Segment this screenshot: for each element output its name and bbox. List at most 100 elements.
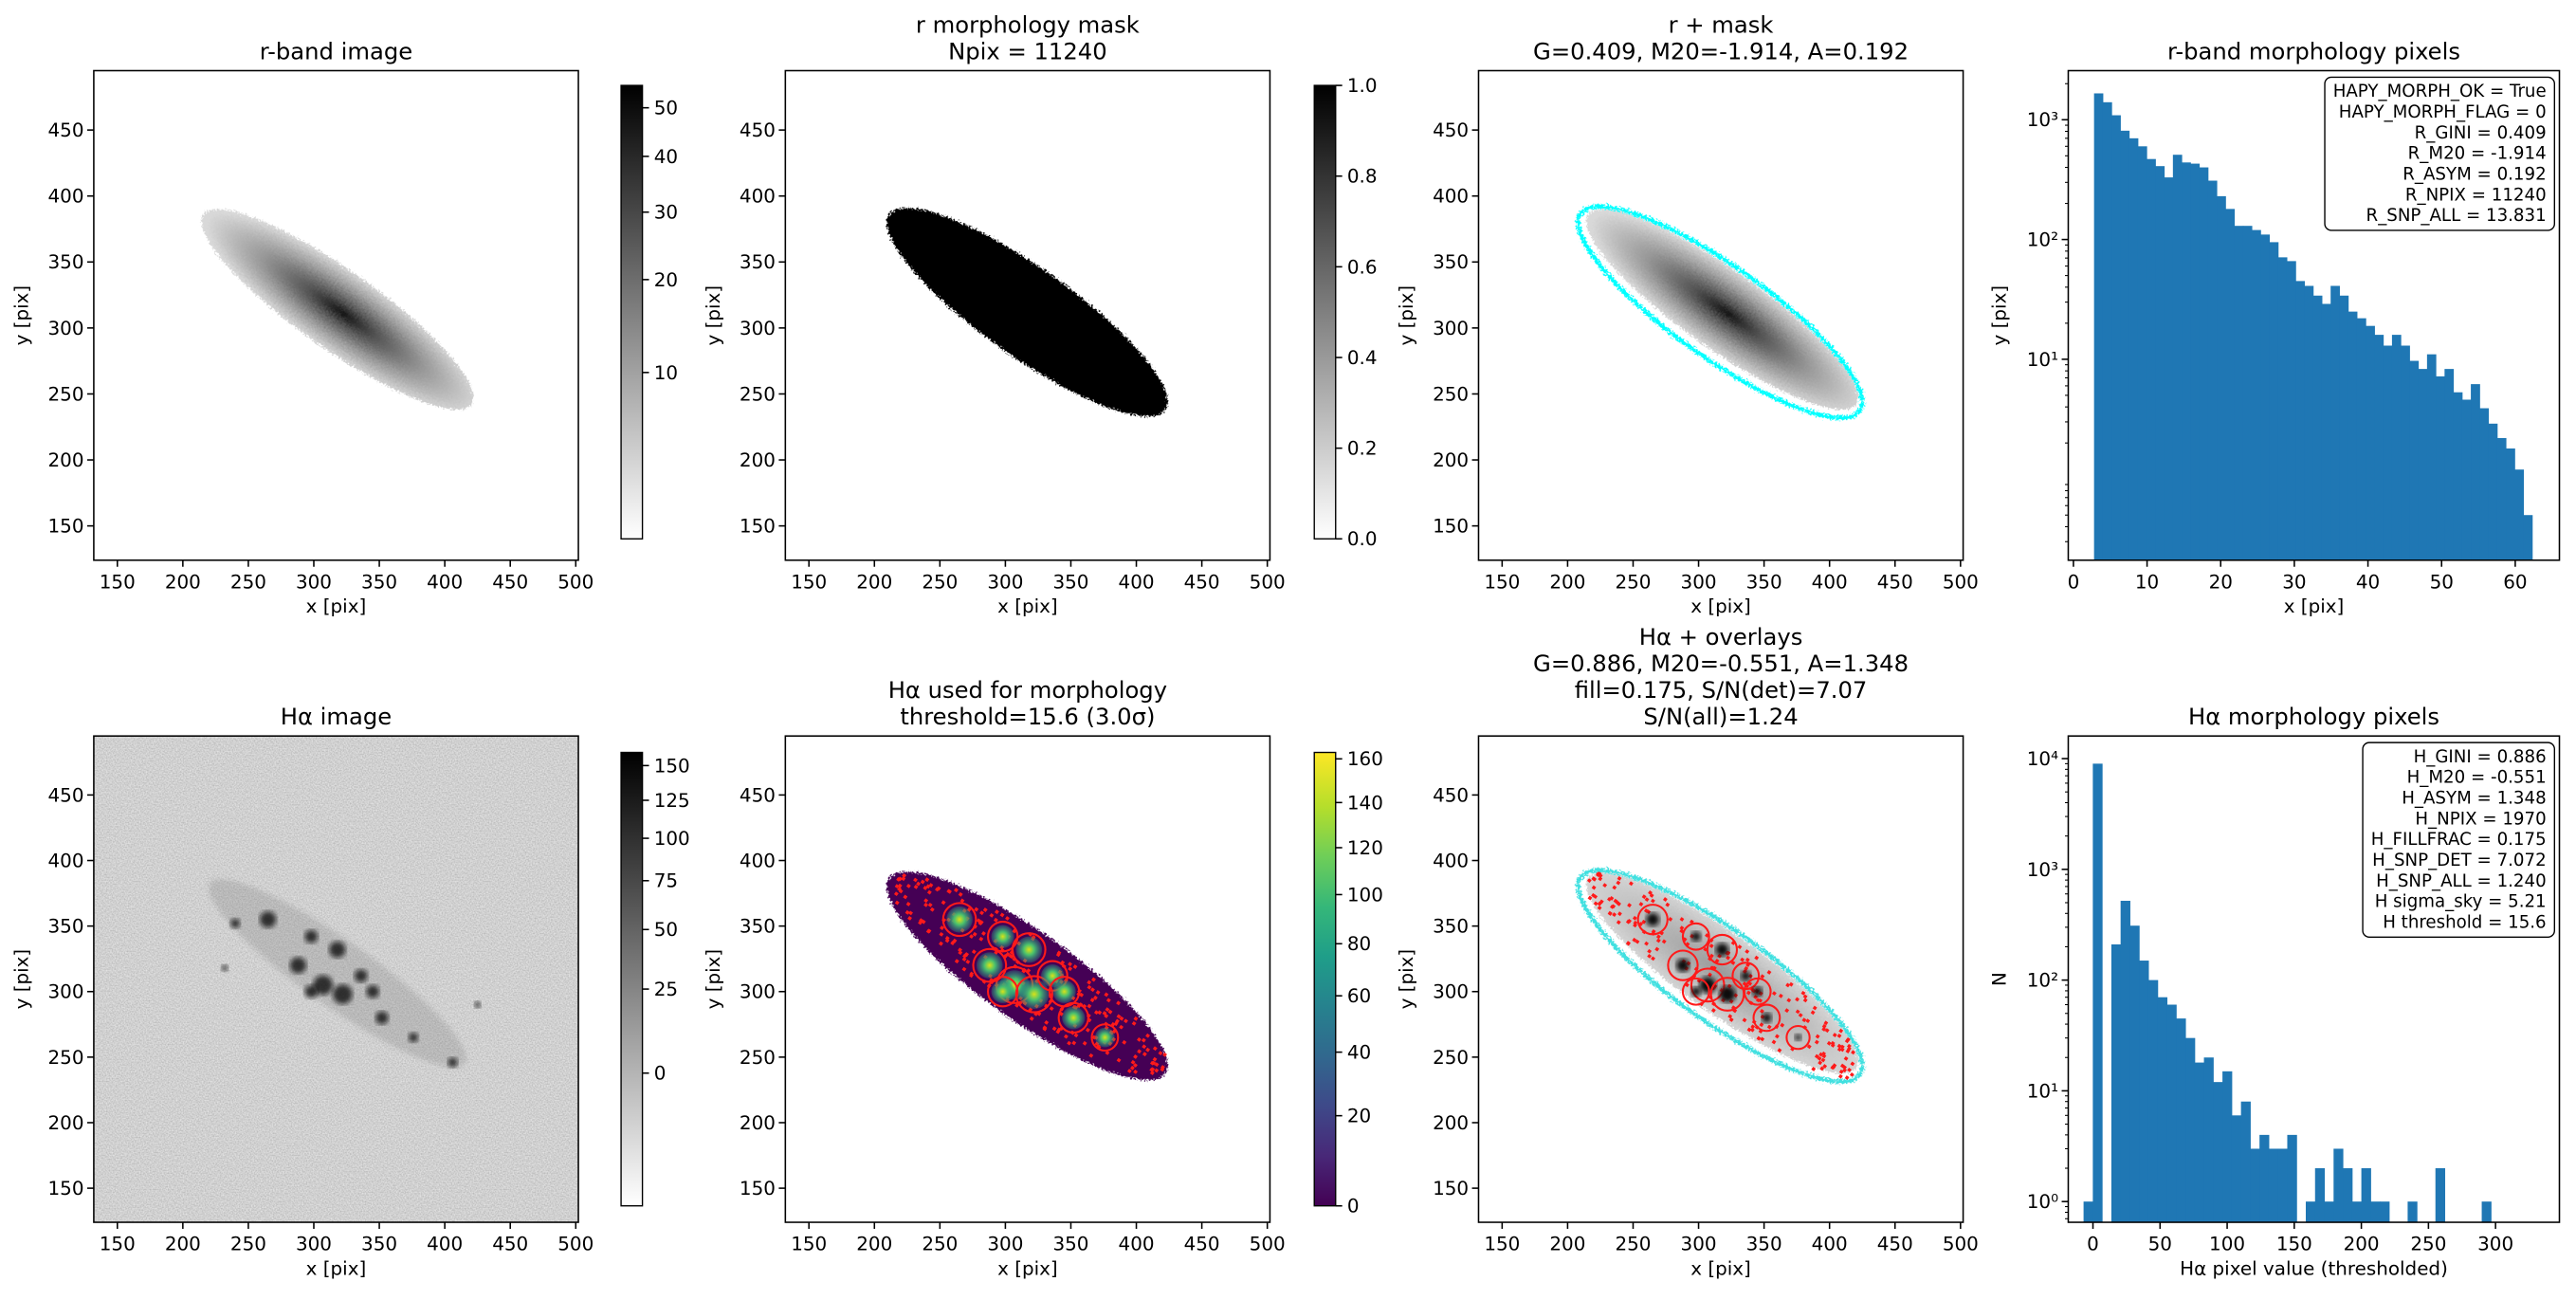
- panel: 150 200 250 300 350 400 450 5001502002503003504…: [1396, 623, 1979, 1280]
- y-tick-label: 350: [1433, 916, 1469, 938]
- y-tick-label: 350: [740, 916, 776, 938]
- bar: [2155, 166, 2165, 560]
- mask-contour: [1576, 868, 1865, 1084]
- halpha-knot: [366, 984, 380, 998]
- axes-frame: [1477, 735, 1964, 1223]
- threshold-pixel: [1087, 984, 1092, 990]
- threshold-pixel: [1082, 1040, 1087, 1046]
- annotation-box: [2362, 742, 2556, 938]
- y-tick-label: 250: [740, 1047, 776, 1069]
- threshold-pixel: [1617, 911, 1622, 917]
- x-tick-label: 450: [492, 1233, 528, 1254]
- x-tick-label: 0: [2068, 571, 2080, 593]
- panel-title: Hα image: [281, 703, 392, 730]
- halpha-knot: [991, 980, 1014, 1003]
- panel-title: G=0.409, M20=-1.914, A=0.192: [1533, 37, 1909, 64]
- threshold-pixel: [1740, 957, 1745, 962]
- threshold-pixel: [1073, 1033, 1079, 1038]
- threshold-pixel: [972, 931, 977, 937]
- colorbar: [1313, 84, 1337, 540]
- threshold-pixel: [1823, 1020, 1829, 1026]
- bar: [2514, 469, 2525, 560]
- x-tick-label: 200: [165, 571, 201, 593]
- bar: [2190, 163, 2201, 560]
- axes-frame: [784, 69, 1271, 561]
- knot-contour: [987, 976, 1019, 1008]
- threshold-pixel: [1758, 998, 1763, 1003]
- threshold-pixel: [1749, 1027, 1755, 1033]
- x-axis-label: Hα pixel value (thresholded): [2180, 1257, 2448, 1279]
- threshold-pixel: [1126, 1069, 1132, 1073]
- bar: [2407, 1201, 2418, 1223]
- panel-title: Hα used for morphology: [888, 676, 1167, 704]
- threshold-pixel: [1625, 919, 1631, 925]
- halpha-knot: [1094, 1027, 1115, 1048]
- x-tick-label: 150: [2276, 1233, 2312, 1254]
- x-tick-label: 500: [1943, 1233, 1979, 1254]
- threshold-pixel: [1821, 1023, 1827, 1029]
- threshold-pixel: [1632, 937, 1637, 943]
- x-tick-label: 200: [2344, 1233, 2380, 1254]
- threshold-pixel: [1145, 1047, 1150, 1053]
- threshold-pixel: [894, 900, 900, 906]
- colorbar-tick-label: 0: [654, 1063, 667, 1085]
- threshold-pixel: [958, 947, 962, 953]
- y-axis-label: y [pix]: [1989, 285, 2011, 346]
- threshold-pixel: [1093, 1010, 1099, 1016]
- threshold-pixel: [908, 910, 913, 916]
- threshold-pixel: [1708, 943, 1714, 949]
- bar: [2339, 295, 2349, 560]
- threshold-pixel: [1104, 992, 1109, 998]
- x-tick-label: 250: [230, 1233, 266, 1254]
- threshold-pixel: [1662, 897, 1668, 902]
- threshold-pixel: [1756, 1035, 1762, 1041]
- halpha-knot: [408, 1032, 419, 1043]
- x-tick-label: 450: [492, 571, 528, 593]
- bar: [2093, 93, 2104, 560]
- x-tick-label: 200: [856, 571, 892, 593]
- panel: 0 10 20 30 40 50 60 10¹ 10² 10³ x [pix] y [pix] r-ba…: [1989, 37, 2561, 617]
- threshold-pixel: [935, 887, 940, 892]
- bar: [2277, 1148, 2288, 1223]
- threshold-pixel: [927, 902, 933, 907]
- axes-frame: [1477, 69, 1964, 561]
- bar: [2259, 1134, 2270, 1223]
- bar: [2324, 1201, 2334, 1223]
- bar: [2166, 1004, 2177, 1223]
- threshold-pixel: [1087, 980, 1092, 985]
- panel: 150 200 250 300 350 400 450 5001502002503003504…: [703, 676, 1383, 1279]
- annotation-line: H_ASYM = 1.348: [2402, 789, 2546, 809]
- threshold-pixel: [1742, 1017, 1747, 1023]
- threshold-pixel: [1051, 1026, 1057, 1032]
- threshold-pixel: [1641, 894, 1647, 900]
- bar: [2361, 1168, 2371, 1223]
- threshold-pixel: [1612, 912, 1617, 917]
- colorbar-tick-label: 60: [1347, 985, 1371, 1007]
- x-tick-label: 500: [1250, 571, 1286, 593]
- threshold-pixel: [913, 884, 919, 889]
- threshold-pixel: [1798, 1013, 1803, 1018]
- colorbar-tick-label: 150: [654, 755, 690, 777]
- threshold-pixel: [1593, 901, 1599, 906]
- threshold-pixel: [1837, 1073, 1843, 1079]
- y-tick-label: 10¹: [2027, 1080, 2058, 1102]
- x-tick-label: 250: [922, 571, 958, 593]
- threshold-pixel: [1133, 1063, 1138, 1068]
- knot-contour: [941, 902, 977, 938]
- halpha-knot: [1646, 912, 1660, 926]
- bar: [2240, 1101, 2251, 1223]
- threshold-pixel: [1124, 1018, 1128, 1024]
- halpha-knot: [1719, 985, 1736, 1003]
- colorbar-tick-label: 30: [654, 202, 678, 224]
- halpha-knot: [976, 952, 1003, 979]
- x-tick-label: 450: [1184, 1233, 1220, 1254]
- threshold-pixel: [894, 884, 900, 889]
- mask-region: [886, 208, 1168, 417]
- bar: [2102, 101, 2112, 560]
- threshold-pixel: [1592, 876, 1598, 882]
- x-tick-label: 50: [2430, 571, 2454, 593]
- bar: [2147, 158, 2156, 560]
- bar: [2314, 1168, 2326, 1223]
- halpha-knot: [313, 975, 334, 996]
- x-tick-label: 250: [230, 571, 266, 593]
